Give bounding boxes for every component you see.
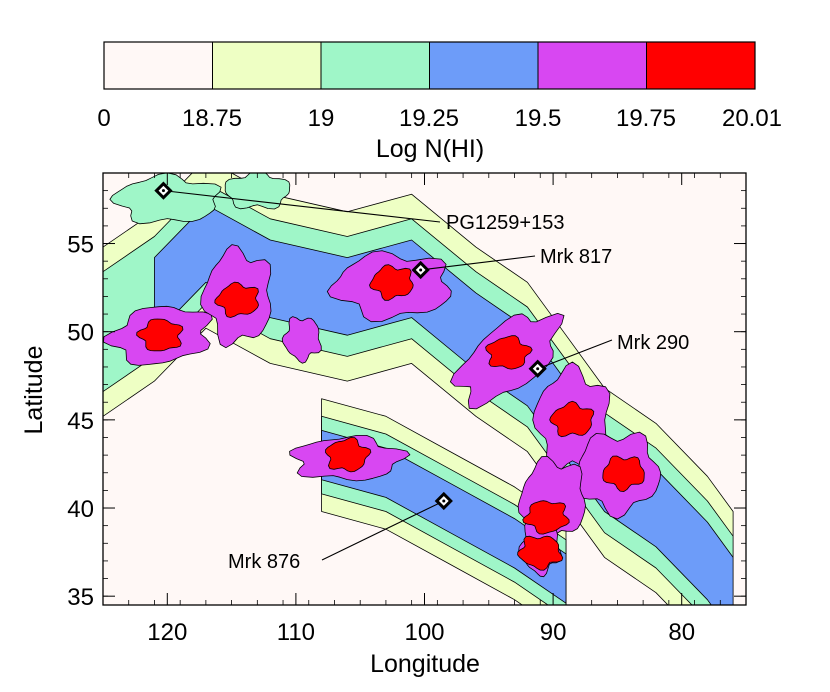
y-tick-label: 35: [67, 584, 94, 611]
x-axis-title: Longitude: [370, 650, 480, 678]
source-marker-dot: [536, 367, 540, 371]
y-tick-labels: 35 40 45 50 55: [67, 232, 94, 612]
contour-band-19.75: [281, 316, 322, 364]
source-label-mrk817: Mrk 817: [540, 246, 612, 268]
colorbar-block: [103, 41, 213, 90]
colorbar-tick-label: 19.75: [616, 105, 676, 132]
x-tick-labels: 120 110 100 90 80: [147, 619, 695, 646]
colorbar: 0 18.75 19 19.25 19.5 19.75 20.01 Log N(…: [97, 41, 782, 163]
leader-line: [163, 190, 441, 223]
colorbar-blocks: [103, 41, 756, 90]
colorbar-tick-label: 20.01: [722, 105, 782, 132]
leader-line: [321, 500, 445, 561]
x-tick-label: 120: [147, 619, 187, 646]
contour-band-20.01: [214, 281, 259, 318]
axis-ticks: [102, 172, 747, 605]
contour-band-19.25: [109, 173, 222, 225]
contour-band-20.01: [602, 455, 645, 493]
source-leader-lines: [163, 190, 613, 561]
y-axis-title: Latitude: [20, 346, 48, 435]
colorbar-block: [537, 41, 647, 90]
x-tick-label: 80: [668, 619, 695, 646]
colorbar-block: [646, 41, 756, 90]
colorbar-tick-label: 19.5: [515, 105, 562, 132]
y-tick-label: 45: [67, 408, 94, 435]
colorbar-frame: [103, 41, 756, 90]
x-tick-label: 90: [540, 619, 567, 646]
contour-band-20.01: [549, 400, 595, 438]
colorbar-tick-labels: 0 18.75 19 19.25 19.5 19.75 20.01: [97, 105, 782, 132]
leader-line: [420, 255, 536, 271]
colorbar-block: [429, 41, 539, 90]
colorbar-block: [212, 41, 322, 90]
contour-band-20.01: [485, 335, 533, 370]
colorbar-tick-label: 19: [308, 105, 335, 132]
source-markers: [154, 181, 547, 511]
contour-band-20.01: [522, 500, 570, 535]
colorbar-tick-label: 0: [97, 105, 110, 132]
colorbar-title: Log N(HI): [376, 135, 484, 163]
colorbar-block: [320, 41, 430, 90]
y-tick-label: 55: [67, 232, 94, 259]
source-label-mrk290: Mrk 290: [617, 332, 689, 354]
source-marker-dot: [419, 268, 423, 272]
y-tick-label: 40: [67, 496, 94, 523]
y-tick-label: 50: [67, 320, 94, 347]
plot-area: [102, 172, 747, 606]
x-tick-label: 110: [277, 619, 315, 646]
colorbar-tick-label: 19.25: [399, 105, 459, 132]
source-labels: PG1259+153 Mrk 817 Mrk 290 Mrk 876: [228, 212, 689, 573]
contour-band-20.01: [369, 264, 414, 301]
contour-band-20.01: [517, 535, 564, 571]
source-marker-dot: [161, 189, 165, 193]
contour-band-20.01: [325, 436, 372, 473]
source-marker-dot: [442, 499, 446, 503]
source-label-mrk876: Mrk 876: [228, 551, 300, 573]
contour-band-20.01: [136, 318, 184, 352]
leader-line: [537, 339, 613, 370]
source-label-pg1259: PG1259+153: [446, 212, 564, 234]
x-tick-label: 100: [404, 619, 444, 646]
colorbar-tick-label: 18.75: [182, 105, 242, 132]
contour-band-19.5: [153, 204, 734, 605]
